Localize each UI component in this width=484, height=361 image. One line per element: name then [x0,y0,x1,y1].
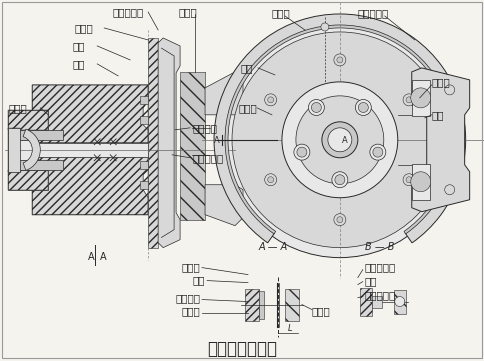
Bar [285,288,299,321]
Text: 护罩加强盘: 护罩加强盘 [365,262,396,273]
Circle shape [296,96,384,184]
Text: 螺栓: 螺栓 [193,275,205,286]
Circle shape [222,22,458,258]
Bar [412,164,430,200]
Polygon shape [32,85,148,143]
Text: 螺栓: 螺栓 [365,277,378,287]
Text: L: L [288,323,292,332]
Circle shape [445,85,454,95]
Circle shape [268,177,273,183]
Bar [8,160,63,170]
Text: 转向节: 转向节 [182,306,200,317]
Text: 螺钉: 螺钉 [72,59,85,69]
Circle shape [321,23,329,31]
Circle shape [268,97,273,103]
Circle shape [406,97,412,103]
Text: 定钳盘式制动器: 定钳盘式制动器 [207,340,277,358]
Circle shape [445,185,454,195]
Polygon shape [412,68,469,212]
Bar [8,128,20,172]
Bar [32,85,148,143]
Bar [140,116,148,124]
Circle shape [265,94,277,106]
Circle shape [411,172,431,192]
Polygon shape [205,185,243,226]
Polygon shape [205,72,243,115]
Circle shape [411,88,431,108]
Circle shape [334,54,346,66]
Bar [140,181,148,189]
Bar [140,161,148,169]
Text: 制动器护罩: 制动器护罩 [358,8,389,18]
Circle shape [403,94,415,106]
Text: 制动器护罩: 制动器护罩 [112,7,143,17]
Circle shape [294,144,310,160]
Text: 制动钳: 制动钳 [182,262,200,273]
Circle shape [406,177,412,183]
Text: 制动盘: 制动盘 [74,23,93,33]
Bar [245,288,259,321]
Polygon shape [32,157,148,215]
Circle shape [232,32,448,248]
Text: 制动器护罩: 制动器护罩 [365,291,396,301]
Wedge shape [225,25,454,234]
Circle shape [265,174,277,186]
Text: 制动钳: 制动钳 [432,77,451,87]
Circle shape [334,214,346,226]
Wedge shape [214,14,466,243]
Circle shape [337,217,343,223]
Circle shape [395,297,405,306]
Text: 调整垫片: 调整垫片 [175,293,200,304]
Text: 螺钉: 螺钉 [72,41,85,51]
Bar [32,157,148,215]
Bar [8,140,38,160]
Text: A: A [88,252,95,262]
Bar [372,296,382,308]
Bar [180,72,205,220]
Text: 螺栓: 螺栓 [432,110,444,120]
Circle shape [328,128,352,152]
Bar [360,288,372,316]
Bar [32,143,148,157]
Circle shape [373,147,383,157]
Circle shape [337,57,343,63]
Text: 前轮毂: 前轮毂 [238,103,257,113]
Bar [148,38,158,248]
Circle shape [322,122,358,158]
Text: B — B: B — B [365,242,394,252]
Text: 制动盘: 制动盘 [272,8,291,18]
Bar [8,110,48,130]
Circle shape [282,82,398,198]
Bar [8,170,48,190]
Text: 螺钉: 螺钉 [240,63,253,73]
Circle shape [355,100,371,116]
Text: 油管支架: 油管支架 [192,123,217,133]
Circle shape [311,103,321,113]
Bar [412,80,430,116]
Text: A: A [100,252,107,262]
Circle shape [358,103,368,113]
Text: A: A [342,136,348,145]
Circle shape [335,175,345,185]
Bar [8,128,20,172]
Bar [394,290,406,314]
Text: A: A [214,136,220,145]
Circle shape [332,172,348,188]
Bar [8,170,48,190]
Text: 转向节: 转向节 [312,306,331,317]
Text: 护罩加强盘: 护罩加强盘 [192,153,223,163]
Circle shape [370,144,386,160]
Bar [8,110,48,130]
Circle shape [297,147,307,157]
Bar [259,291,264,318]
Circle shape [403,174,415,186]
Polygon shape [158,38,180,248]
Bar [8,130,63,140]
Text: 转向节: 转向节 [178,7,197,17]
Circle shape [308,100,324,116]
Bar [140,96,148,104]
Text: A — A: A — A [258,242,287,252]
Wedge shape [23,129,40,170]
Text: 前轮毂: 前轮毂 [8,103,27,113]
